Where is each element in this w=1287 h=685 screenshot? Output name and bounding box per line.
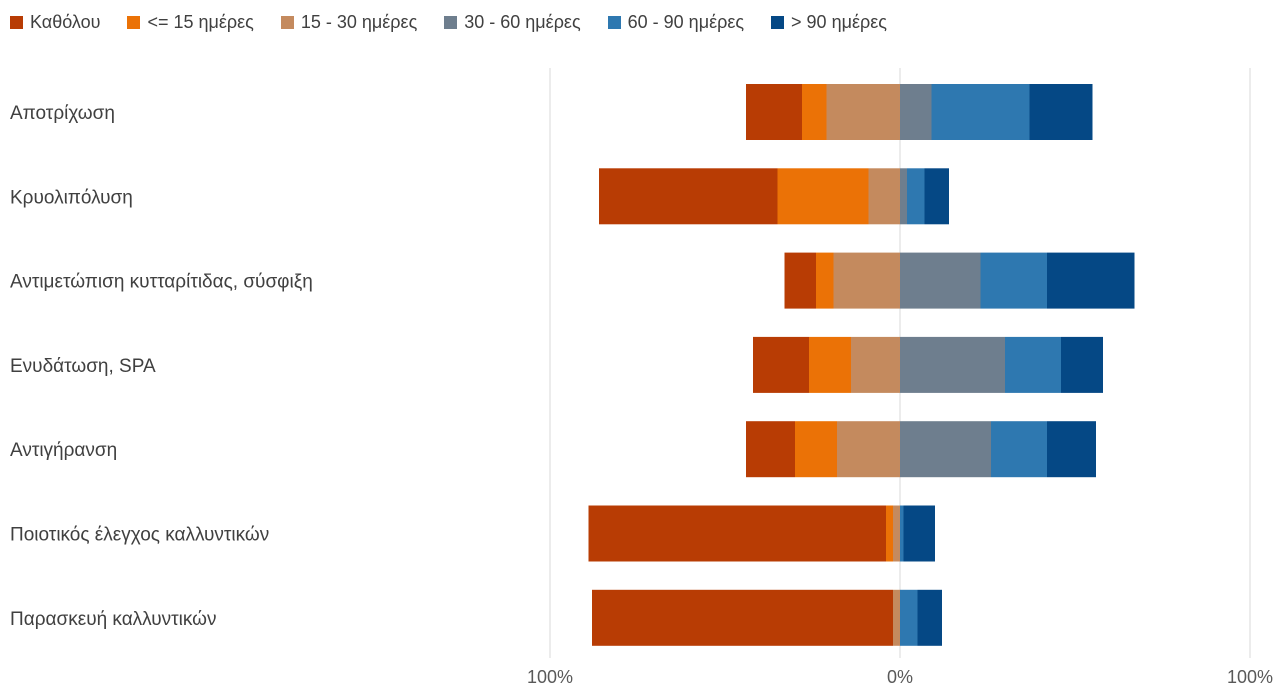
bar-segment xyxy=(991,421,1047,478)
x-tick-label: 100% xyxy=(1227,667,1273,685)
x-tick-label: 0% xyxy=(887,667,913,685)
bar-segment xyxy=(746,84,802,140)
bar-segment xyxy=(900,505,904,562)
legend-label: Καθόλου xyxy=(30,11,101,32)
bar-segment xyxy=(599,168,778,225)
bar-segment xyxy=(802,84,827,140)
x-tick-label: 100% xyxy=(527,667,573,685)
bar-segment xyxy=(900,168,907,225)
bar-segment xyxy=(753,336,809,393)
bar-segment xyxy=(816,252,834,309)
category-label: Αντιγήρανση xyxy=(10,440,117,461)
bar-segment xyxy=(900,589,918,646)
legend-item: Καθόλου xyxy=(10,12,100,33)
bar-segment xyxy=(917,589,942,646)
bar-segment xyxy=(886,505,893,562)
bar-segment xyxy=(980,252,1047,309)
legend-item: 15 - 30 ημέρες xyxy=(280,11,418,33)
chart-legend: Καθόλου <= 15 ημέρες 15 - 30 ημέρες 30 - 60… xyxy=(10,8,914,36)
category-label: Αποτρίχωση xyxy=(10,103,115,124)
bar-segment xyxy=(900,336,1005,393)
bar-segment xyxy=(900,252,981,309)
bar-segment xyxy=(1061,336,1103,393)
category-label: Ενυδάτωση, SPA xyxy=(10,356,156,377)
legend-swatch xyxy=(444,15,458,29)
bar-segment xyxy=(1005,336,1061,393)
bar-segment xyxy=(784,252,816,309)
bar-segment xyxy=(907,168,925,225)
bar-segment xyxy=(795,421,837,478)
legend-label: 15 - 30 ημέρες xyxy=(300,11,418,32)
bar-segment xyxy=(1047,421,1096,478)
legend-item: <= 15 ημέρες xyxy=(127,11,254,33)
bar-segment xyxy=(868,168,900,225)
legend-swatch xyxy=(280,15,294,29)
bar-segment xyxy=(900,84,932,140)
bar-segment xyxy=(826,84,900,140)
legend-item: 30 - 60 ημέρες xyxy=(444,11,581,33)
bar-segment xyxy=(592,589,893,646)
bar-segment xyxy=(809,336,851,393)
bar-segment xyxy=(903,505,935,562)
category-label: Αντιμετώπιση κυτταρίτιδας, σύσφιξη xyxy=(10,272,313,293)
legend-label: > 90 ημέρες xyxy=(791,11,887,32)
legend-swatch xyxy=(607,15,621,29)
bar-segment xyxy=(900,421,991,478)
category-label: Παρασκευή καλλυντικών xyxy=(10,609,216,630)
bar-segment xyxy=(588,505,886,562)
category-label: Ποιοτικός έλεγχος καλλυντικών xyxy=(10,525,269,546)
bar-segment xyxy=(777,168,869,225)
bar-segment xyxy=(924,168,949,225)
bar-segment xyxy=(837,421,900,478)
legend-label: 30 - 60 ημέρες xyxy=(464,11,581,32)
legend-item: 60 - 90 ημέρες xyxy=(607,11,745,33)
bar-segment xyxy=(893,589,900,646)
legend-label: <= 15 ημέρες xyxy=(147,11,254,32)
bar-segment xyxy=(833,252,900,309)
bar-segment xyxy=(851,336,900,393)
legend-swatch xyxy=(10,15,23,29)
bar-segment xyxy=(893,505,900,562)
legend-item: > 90 ημέρες xyxy=(771,12,887,33)
bar-segment xyxy=(931,84,1030,140)
bar-segment xyxy=(746,421,795,478)
legend-label: 60 - 90 ημέρες xyxy=(627,11,745,32)
legend-swatch xyxy=(771,15,785,29)
bar-segment xyxy=(1029,84,1093,140)
category-label: Κρυολιπόλυση xyxy=(10,187,133,208)
bar-segment xyxy=(1047,252,1135,309)
legend-swatch xyxy=(127,15,141,29)
